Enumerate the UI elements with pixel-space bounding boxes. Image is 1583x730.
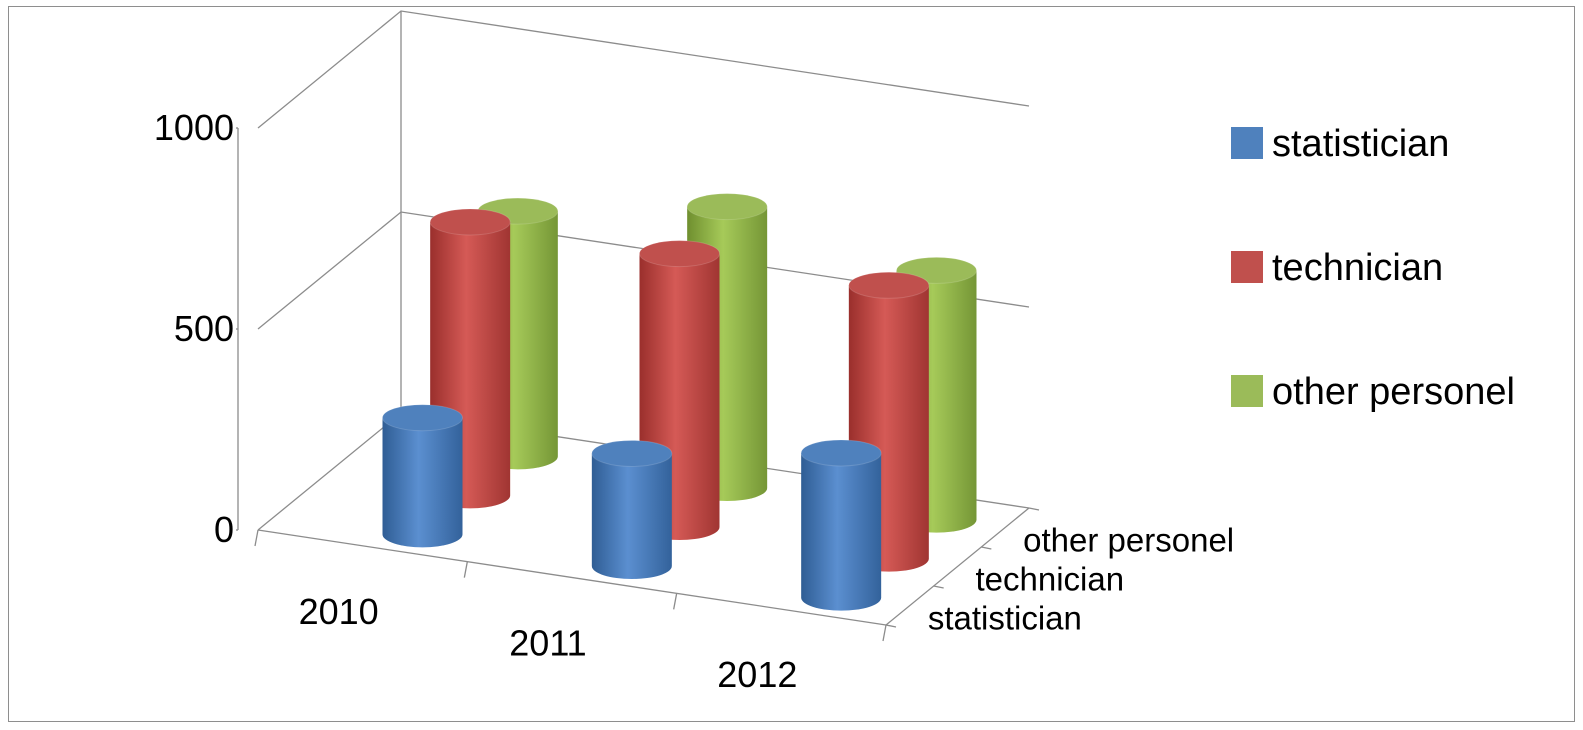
x-tick-label: 2010 xyxy=(299,591,379,632)
legend-item-statistician: statistician xyxy=(1231,123,1449,165)
gridline xyxy=(257,10,1030,129)
legend-label: technician xyxy=(1272,247,1443,289)
x-tick-label: 2011 xyxy=(509,623,586,664)
bar-statistician-2010 xyxy=(382,404,463,548)
bar-statistician-2012 xyxy=(800,439,882,611)
y-tick-label: 1000 xyxy=(154,107,234,148)
gridlines xyxy=(257,10,1030,413)
depth-axis-line xyxy=(885,507,1030,626)
cylinder-top xyxy=(591,439,673,467)
legend-item-other-personel: other personel xyxy=(1231,371,1515,413)
axis-labels: 0 500 1000 2010 2011 2012 statisticiantechnici… xyxy=(154,107,1234,695)
y-tick-label: 500 xyxy=(174,308,234,349)
depth-tick-mark xyxy=(1028,507,1040,511)
floor-left-edge xyxy=(257,412,402,531)
legend-label: other personel xyxy=(1272,371,1515,413)
x-tick-label: 2012 xyxy=(717,654,797,695)
depth-tick-mark xyxy=(885,624,897,628)
chart-frame xyxy=(8,6,1575,722)
bar-statistician-2011 xyxy=(591,439,673,579)
cylinder-top xyxy=(848,271,930,299)
depth-tick-mark xyxy=(933,585,944,589)
x-tick-mark xyxy=(463,561,468,578)
x-tick-mark xyxy=(254,529,259,547)
cylinders xyxy=(382,193,977,611)
cylinder-top xyxy=(639,240,720,268)
cylinder-top xyxy=(382,404,463,432)
legend-swatch xyxy=(1231,251,1263,283)
legend-item-technician: technician xyxy=(1231,247,1443,289)
depth-tick-label: statistician xyxy=(928,600,1082,637)
depth-tick-label: other personel xyxy=(1023,522,1234,559)
x-tick-mark xyxy=(673,593,678,610)
cylinder-top xyxy=(686,193,768,221)
cylinder-top xyxy=(429,208,511,236)
cylinder-body xyxy=(801,452,882,611)
x-axis-line xyxy=(257,529,887,626)
cylinder-body xyxy=(382,417,463,548)
x-tick-mark xyxy=(882,624,887,642)
legend-swatch xyxy=(1231,127,1263,159)
depth-tick-label: technician xyxy=(976,561,1125,598)
cylinder-top xyxy=(800,439,882,467)
legend-label: statistician xyxy=(1272,123,1449,165)
legend-swatch xyxy=(1231,375,1263,407)
cylinder-body xyxy=(591,453,672,579)
depth-tick-mark xyxy=(981,546,992,550)
y-tick-label: 0 xyxy=(214,509,234,550)
legend: statistician technician other personel xyxy=(1231,123,1515,413)
